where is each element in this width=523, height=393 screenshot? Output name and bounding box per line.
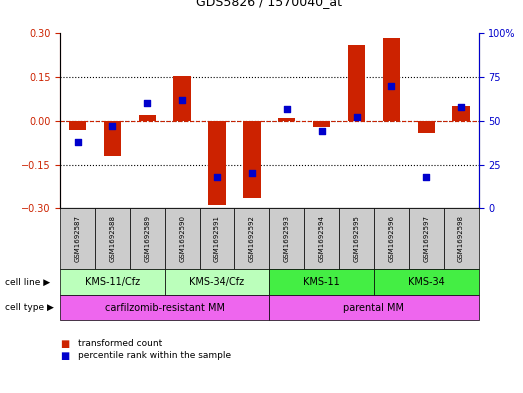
Bar xyxy=(417,121,435,132)
Text: KMS-34: KMS-34 xyxy=(408,277,445,287)
Point xyxy=(422,174,430,180)
Bar xyxy=(313,121,331,127)
Bar xyxy=(208,121,226,206)
Text: parental MM: parental MM xyxy=(344,303,404,312)
Text: GSM1692596: GSM1692596 xyxy=(389,215,394,262)
Text: KMS-11: KMS-11 xyxy=(303,277,340,287)
Text: cell line ▶: cell line ▶ xyxy=(5,277,50,286)
Text: GSM1692598: GSM1692598 xyxy=(458,215,464,262)
Text: GSM1692597: GSM1692597 xyxy=(423,215,429,262)
Bar xyxy=(348,45,365,121)
Text: KMS-11/Cfz: KMS-11/Cfz xyxy=(85,277,140,287)
Text: GDS5826 / 1570040_at: GDS5826 / 1570040_at xyxy=(196,0,343,8)
Bar xyxy=(69,121,86,130)
Text: GSM1692594: GSM1692594 xyxy=(319,215,325,262)
Bar xyxy=(174,76,191,121)
Bar xyxy=(139,115,156,121)
Point xyxy=(108,123,117,129)
Text: GSM1692591: GSM1692591 xyxy=(214,215,220,262)
Point xyxy=(213,174,221,180)
Text: GSM1692593: GSM1692593 xyxy=(284,215,290,262)
Text: KMS-34/Cfz: KMS-34/Cfz xyxy=(189,277,245,287)
Text: ■: ■ xyxy=(60,351,70,361)
Point xyxy=(387,83,395,89)
Bar xyxy=(278,118,295,121)
Point xyxy=(317,128,326,134)
Text: ■: ■ xyxy=(60,339,70,349)
Text: GSM1692589: GSM1692589 xyxy=(144,215,150,262)
Point xyxy=(73,139,82,145)
Point xyxy=(248,170,256,176)
Text: GSM1692588: GSM1692588 xyxy=(109,215,116,262)
Text: percentile rank within the sample: percentile rank within the sample xyxy=(78,351,232,360)
Bar xyxy=(383,38,400,121)
Text: transformed count: transformed count xyxy=(78,340,163,348)
Point xyxy=(282,105,291,112)
Text: GSM1692587: GSM1692587 xyxy=(75,215,81,262)
Point xyxy=(353,114,361,121)
Text: carfilzomib-resistant MM: carfilzomib-resistant MM xyxy=(105,303,225,312)
Bar xyxy=(243,121,260,198)
Point xyxy=(457,104,465,110)
Text: GSM1692590: GSM1692590 xyxy=(179,215,185,262)
Text: GSM1692595: GSM1692595 xyxy=(354,215,359,262)
Bar xyxy=(104,121,121,156)
Bar xyxy=(452,106,470,121)
Text: cell type ▶: cell type ▶ xyxy=(5,303,54,312)
Text: GSM1692592: GSM1692592 xyxy=(249,215,255,262)
Point xyxy=(143,100,152,107)
Point xyxy=(178,97,186,103)
